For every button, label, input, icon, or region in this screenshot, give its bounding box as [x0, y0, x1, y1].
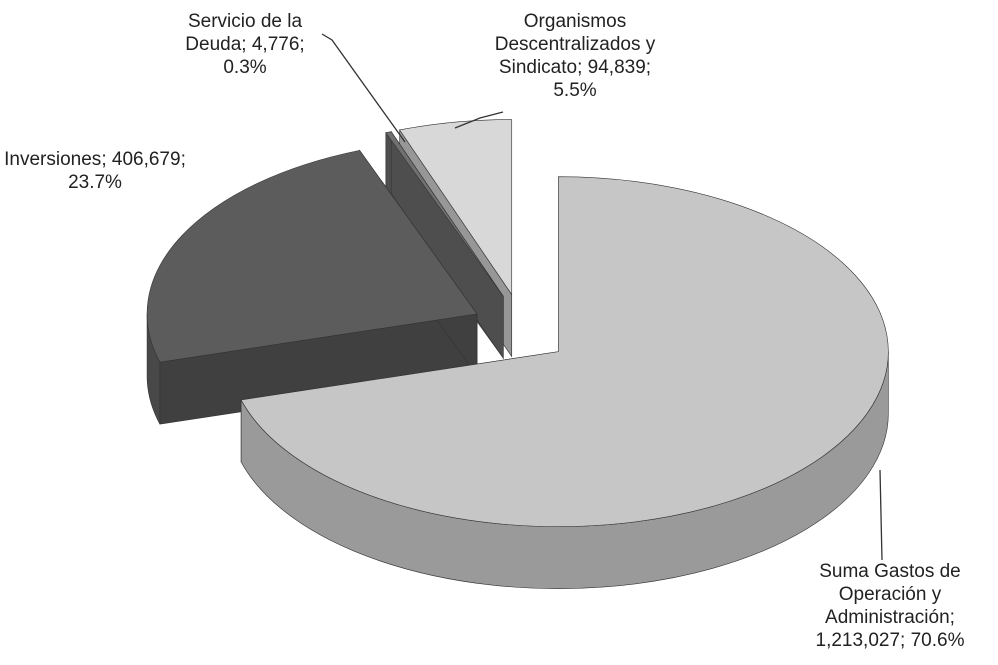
slice-top: [385, 131, 504, 297]
data-label: Organismos Descentralizados y Sindicato;…: [480, 10, 670, 102]
leader-line: [879, 469, 883, 561]
label-separator: ;: [900, 630, 911, 651]
label-separator: ;: [949, 607, 955, 628]
label-separator: ;: [577, 57, 588, 78]
slice-top: [399, 119, 513, 296]
label-percent: 70.6%: [910, 630, 965, 651]
data-label: Servicio de la Deuda; 4,776; 0.3%: [170, 10, 320, 79]
label-percent: 0.3%: [223, 57, 267, 78]
slices: [146, 119, 889, 589]
data-label: Inversiones; 406,679; 23.7%: [0, 148, 190, 194]
label-percent: 23.7%: [68, 172, 122, 193]
label-value: 406,679: [111, 149, 181, 170]
label-separator: ;: [299, 34, 305, 55]
label-separator: ;: [241, 34, 252, 55]
label-value: 94,839: [587, 57, 646, 78]
slice-top: [240, 176, 889, 527]
data-label: Suma Gastos de Operación y Administració…: [805, 560, 975, 652]
slice-top: [146, 150, 478, 363]
label-category: Inversiones: [4, 149, 102, 170]
leader-line: [454, 111, 504, 129]
label-separator: ;: [180, 149, 186, 170]
label-value: 1,213,027: [815, 630, 901, 651]
label-percent: 5.5%: [553, 80, 597, 101]
leader-line: [321, 33, 406, 143]
label-category: Servicio de la Deuda: [185, 11, 303, 55]
label-separator: ;: [101, 149, 112, 170]
label-category: Organismos Descentralizados y Sindicato: [494, 11, 656, 78]
label-category: Suma Gastos de Operación y Administració…: [819, 561, 961, 628]
label-value: 4,776: [251, 34, 300, 55]
label-separator: ;: [645, 57, 652, 78]
